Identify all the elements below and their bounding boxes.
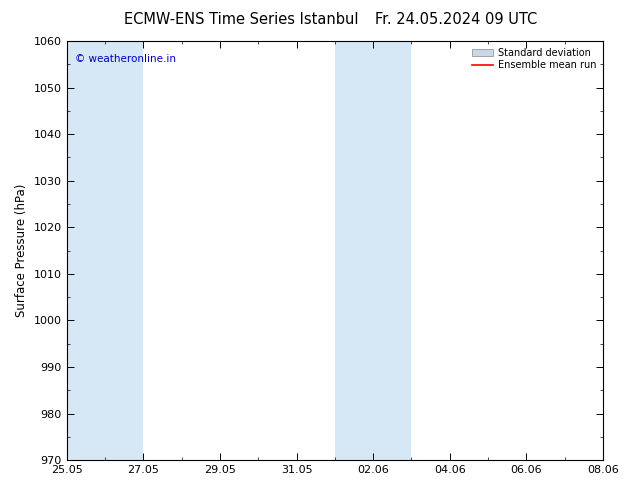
Y-axis label: Surface Pressure (hPa): Surface Pressure (hPa)	[15, 184, 28, 318]
Legend: Standard deviation, Ensemble mean run: Standard deviation, Ensemble mean run	[470, 46, 598, 72]
Bar	[105, 41, 143, 460]
Text: © weatheronline.in: © weatheronline.in	[75, 53, 176, 64]
Text: Fr. 24.05.2024 09 UTC: Fr. 24.05.2024 09 UTC	[375, 12, 538, 27]
Bar	[603, 41, 623, 460]
Bar	[335, 41, 373, 460]
Text: ECMW-ENS Time Series Istanbul: ECMW-ENS Time Series Istanbul	[124, 12, 358, 27]
Bar	[67, 41, 105, 460]
Bar	[373, 41, 411, 460]
